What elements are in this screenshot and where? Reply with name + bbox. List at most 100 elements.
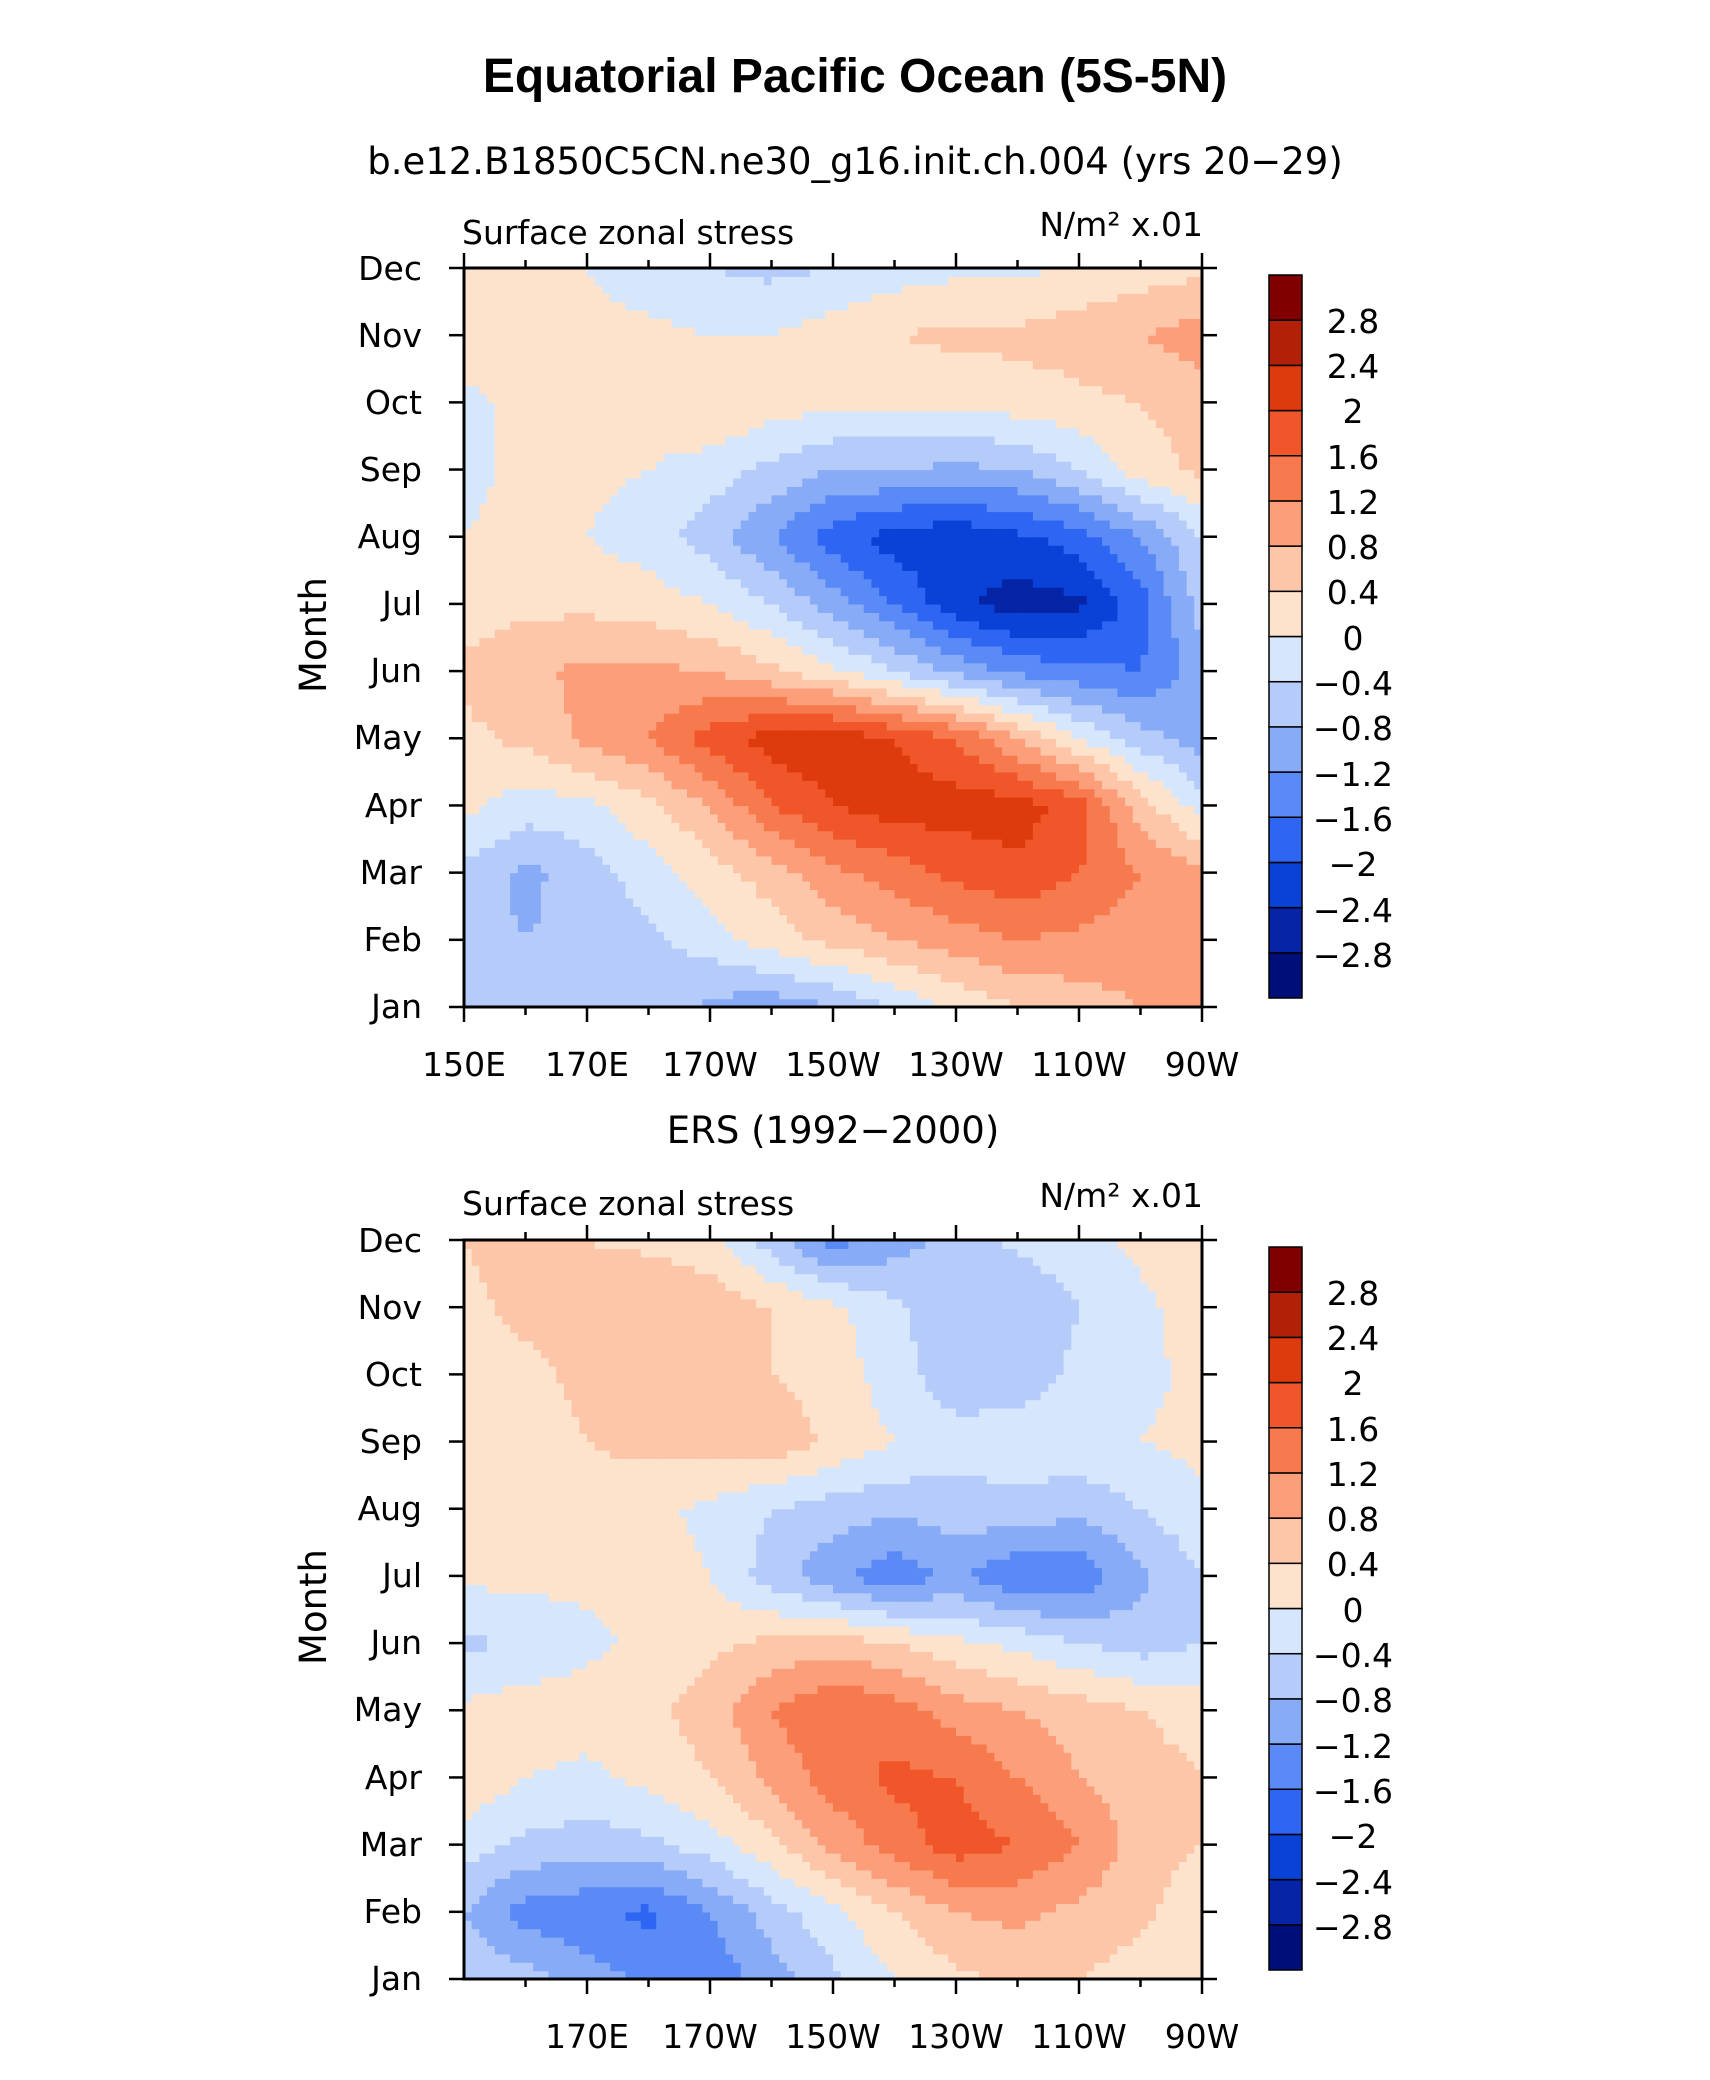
contour-cell [1187, 688, 1195, 697]
contour-cell [994, 814, 1002, 823]
contour-cell [687, 889, 695, 898]
contour-cell [1079, 931, 1087, 940]
contour-cell [941, 713, 949, 722]
contour-cell [841, 931, 849, 940]
contour-cell [741, 646, 749, 655]
contour-cell [802, 822, 810, 831]
contour-cell [472, 847, 480, 856]
contour-cell [841, 881, 849, 890]
contour-cell [702, 772, 710, 781]
contour-cell [1179, 864, 1187, 873]
contour-cell [502, 747, 510, 756]
contour-cell [902, 831, 910, 840]
contour-cell [902, 797, 910, 806]
contour-cell [1048, 889, 1056, 898]
contour-cell [918, 931, 926, 940]
contour-cell [664, 570, 672, 579]
contour-cell [526, 763, 534, 772]
contour-cell [633, 663, 641, 672]
contour-cell [979, 822, 987, 831]
contour-cell [1156, 638, 1164, 647]
contour-cell [933, 612, 941, 621]
contour-cell [941, 721, 949, 730]
contour-cell [687, 797, 695, 806]
contour-cell [818, 730, 826, 739]
contour-cell [741, 940, 749, 949]
contour-cell [479, 965, 487, 974]
contour-cell [1002, 713, 1010, 722]
contour-cell [1010, 831, 1018, 840]
contour-cell [964, 721, 972, 730]
contour-cell [1110, 990, 1118, 999]
contour-cell [787, 864, 795, 873]
contour-cell [610, 948, 618, 957]
contour-cell [733, 587, 741, 596]
contour-cell [948, 596, 956, 605]
contour-cell [841, 789, 849, 798]
contour-cell [633, 839, 641, 848]
contour-cell [633, 864, 641, 873]
contour-cell [679, 831, 687, 840]
contour-cell [710, 646, 718, 655]
contour-cell [579, 940, 587, 949]
contour-cell [841, 587, 849, 596]
contour-cell [772, 654, 780, 663]
contour-cell [725, 923, 733, 932]
contour-cell [1018, 763, 1026, 772]
contour-cell [556, 763, 564, 772]
contour-cell [664, 747, 672, 756]
contour-cell [1048, 948, 1056, 957]
contour-cell [564, 646, 572, 655]
contour-cell [656, 696, 664, 705]
contour-cell [672, 629, 680, 638]
contour-cell [526, 747, 534, 756]
contour-cell [664, 738, 672, 747]
contour-cell [810, 654, 818, 663]
contour-cell [587, 931, 595, 940]
contour-cell [502, 579, 510, 588]
contour-cell [618, 856, 626, 865]
contour-cell [733, 713, 741, 722]
contour-cell [933, 931, 941, 940]
contour-cell [1079, 915, 1087, 924]
contour-cell [710, 772, 718, 781]
contour-cell [687, 696, 695, 705]
contour-cell [994, 990, 1002, 999]
contour-cell [948, 638, 956, 647]
contour-cell [941, 570, 949, 579]
contour-cell [941, 638, 949, 647]
contour-cell [718, 730, 726, 739]
contour-cell [472, 805, 480, 814]
contour-cell [495, 747, 503, 756]
contour-cell [518, 856, 526, 865]
contour-cell [994, 822, 1002, 831]
contour-cell [818, 612, 826, 621]
contour-cell [956, 721, 964, 730]
contour-cell [1110, 789, 1118, 798]
contour-cell [556, 864, 564, 873]
contour-cell [987, 713, 995, 722]
contour-cell [1071, 579, 1079, 588]
contour-cell [495, 721, 503, 730]
contour-cell [572, 847, 580, 856]
contour-cell [1087, 915, 1095, 924]
contour-cell [1110, 579, 1118, 588]
contour-cell [741, 671, 749, 680]
contour-cell [987, 696, 995, 705]
contour-cell [549, 570, 557, 579]
contour-cell [841, 612, 849, 621]
contour-cell [848, 663, 856, 672]
contour-cell [1164, 696, 1172, 705]
contour-cell [602, 847, 610, 856]
contour-cell [895, 596, 903, 605]
contour-cell [971, 713, 979, 722]
contour-cell [902, 789, 910, 798]
contour-cell [695, 881, 703, 890]
contour-cell [641, 596, 649, 605]
contour-cell [479, 789, 487, 798]
contour-cell [702, 805, 710, 814]
contour-cell [587, 797, 595, 806]
contour-cell [1133, 671, 1141, 680]
contour-cell [487, 889, 495, 898]
contour-cell [679, 847, 687, 856]
